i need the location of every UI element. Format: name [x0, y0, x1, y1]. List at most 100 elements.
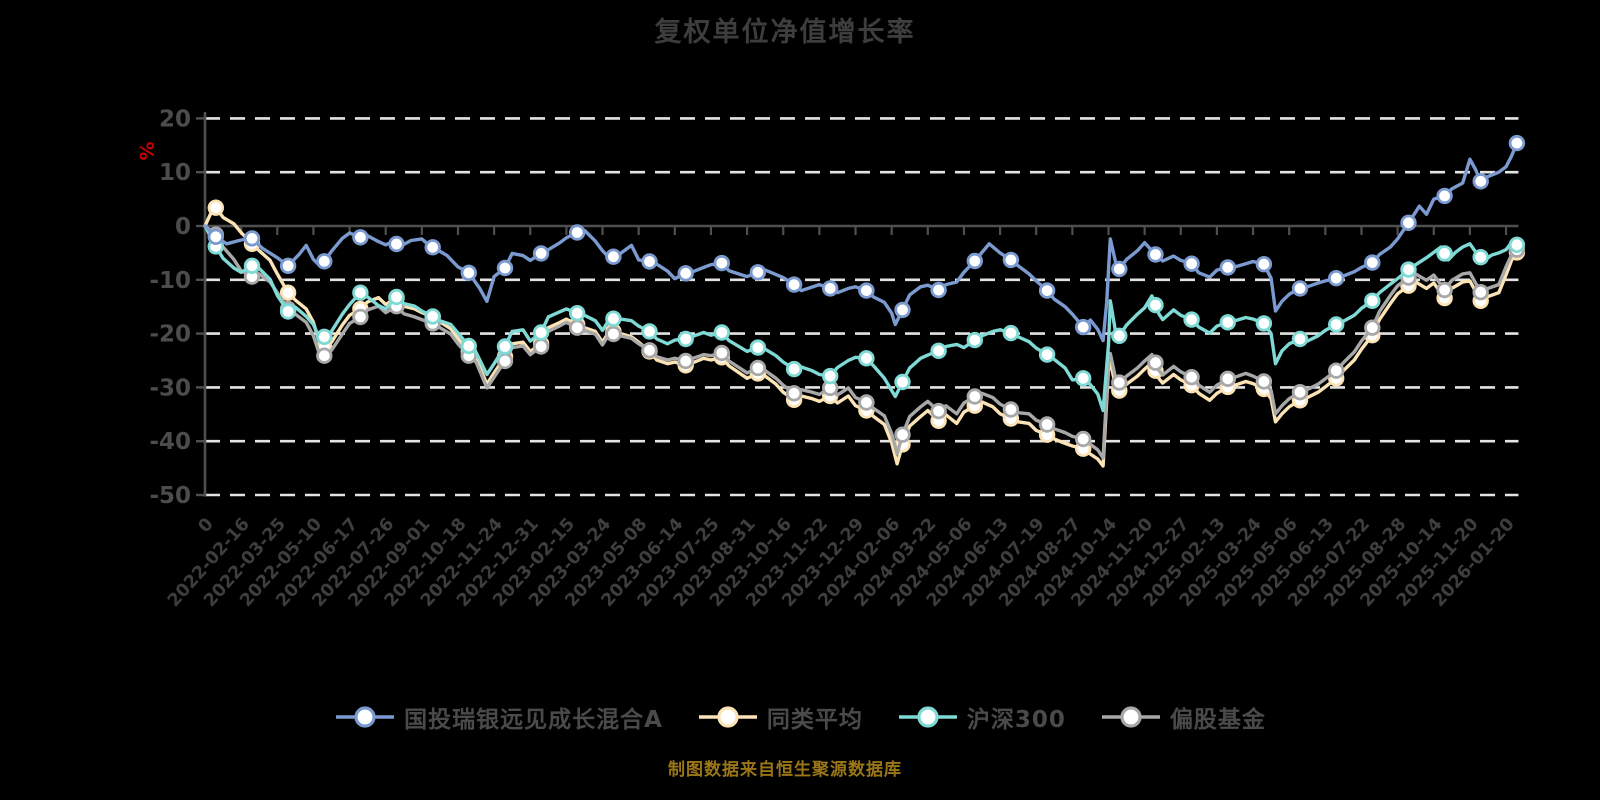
series-marker-0: [424, 239, 441, 256]
legend-label: 沪深300: [966, 707, 1066, 733]
legend-item-1[interactable]: 同类平均: [697, 700, 863, 734]
series-marker-2: [1364, 292, 1381, 310]
series-marker-2: [1183, 311, 1200, 328]
legend-item-0[interactable]: 国投瑞银远见成长混合A: [334, 700, 663, 734]
series-marker-0: [1038, 282, 1056, 299]
series-marker-2: [424, 308, 441, 325]
series-marker-0: [243, 230, 261, 247]
series-marker-0: [496, 259, 514, 277]
series-marker-0: [605, 248, 622, 265]
series-marker-2: [1472, 249, 1489, 266]
series-marker-0: [569, 224, 586, 241]
series-marker-3: [1147, 354, 1164, 371]
series-marker-3: [1327, 362, 1345, 379]
legend-marker-icon: [698, 706, 757, 728]
series-marker-2: [785, 360, 803, 378]
series-marker-3: [532, 338, 550, 355]
series-marker-2: [713, 324, 731, 341]
series-marker-2: [1291, 330, 1309, 348]
data-source-note: 制图数据来自恒生聚源数据库: [668, 760, 902, 780]
series-marker-2: [1002, 324, 1020, 342]
series-marker-0: [1400, 214, 1417, 232]
y-tick-label: -20: [149, 322, 191, 348]
y-tick-label: -30: [149, 375, 191, 401]
series-marker-3: [1002, 401, 1020, 418]
legend-item-3[interactable]: 偏股基金: [1100, 700, 1266, 734]
legend-marker-icon: [336, 706, 395, 728]
series-marker-2: [641, 323, 658, 340]
series-marker-3: [1291, 384, 1309, 401]
series-marker-2: [243, 257, 261, 275]
y-tick-label: -50: [149, 483, 191, 509]
series-marker-0: [207, 228, 225, 246]
series-marker-3: [1038, 416, 1056, 433]
series-marker-0: [749, 264, 767, 281]
series-marker-2: [749, 339, 767, 356]
series-marker-3: [1183, 369, 1200, 386]
series-marker-2: [894, 373, 911, 391]
series-marker-0: [1147, 246, 1164, 263]
series-marker-0: [1002, 251, 1020, 269]
legend-marker-icon: [1101, 706, 1160, 728]
series-marker-3: [1074, 430, 1092, 448]
series-marker-2: [966, 331, 984, 349]
series-marker-0: [316, 253, 333, 270]
chart-legend: 国投瑞银远见成长混合A 同类平均 沪深300 偏股基金: [0, 700, 1600, 734]
series-marker-0: [1472, 173, 1489, 190]
series-marker-1: [279, 284, 297, 301]
series-marker-0: [1183, 255, 1200, 272]
series-marker-3: [713, 344, 731, 362]
series-marker-2: [1074, 370, 1092, 387]
series-marker-0: [785, 276, 803, 293]
series-marker-0: [641, 253, 658, 270]
series-marker-3: [930, 402, 947, 420]
series-marker-2: [460, 337, 478, 355]
series-marker-2: [316, 328, 333, 346]
series-marker-0: [1436, 187, 1453, 205]
y-tick-label: -40: [149, 429, 191, 455]
series-marker-2: [1038, 346, 1056, 363]
legend-label: 偏股基金: [1169, 707, 1266, 733]
series-marker-3: [641, 342, 658, 359]
y-tick-label: 10: [159, 160, 191, 186]
series-marker-2: [1508, 236, 1526, 254]
series-marker-0: [894, 301, 911, 319]
series-marker-2: [279, 303, 297, 320]
series-marker-2: [1255, 315, 1273, 332]
legend-label: 同类平均: [766, 707, 863, 733]
series-marker-0: [1219, 259, 1237, 276]
series-marker-2: [1327, 316, 1345, 333]
series-marker-2: [1400, 261, 1417, 278]
series-marker-0: [1074, 318, 1092, 336]
series-marker-3: [1364, 319, 1381, 336]
series-marker-2: [388, 288, 405, 306]
series-marker-3: [1111, 374, 1128, 391]
legend-label: 国投瑞银远见成长混合A: [404, 707, 663, 733]
series-marker-0: [1291, 280, 1309, 297]
y-tick-label: -10: [149, 268, 191, 294]
series-marker-0: [822, 280, 839, 297]
series-marker-1: [207, 199, 225, 216]
series-marker-2: [496, 338, 514, 355]
y-tick-label: 0: [175, 214, 191, 240]
series-marker-3: [894, 426, 911, 443]
series-marker-0: [532, 245, 550, 262]
series-marker-0: [388, 235, 405, 253]
series-marker-2: [930, 342, 947, 360]
series-marker-3: [605, 325, 622, 343]
series-marker-3: [1472, 284, 1489, 301]
x-tick-label: 0: [195, 514, 218, 536]
series-marker-0: [930, 281, 947, 299]
series-marker-3: [569, 319, 586, 336]
series-marker-2: [569, 305, 586, 322]
series-marker-3: [1255, 373, 1273, 390]
series-marker-0: [1508, 134, 1526, 152]
series-marker-3: [677, 352, 694, 370]
series-marker-0: [1327, 270, 1345, 287]
y-tick-label: 20: [159, 106, 191, 132]
series-marker-2: [532, 324, 550, 341]
series-marker-3: [749, 359, 767, 377]
series-marker-3: [966, 388, 984, 405]
legend-item-2[interactable]: 沪深300: [897, 700, 1066, 734]
